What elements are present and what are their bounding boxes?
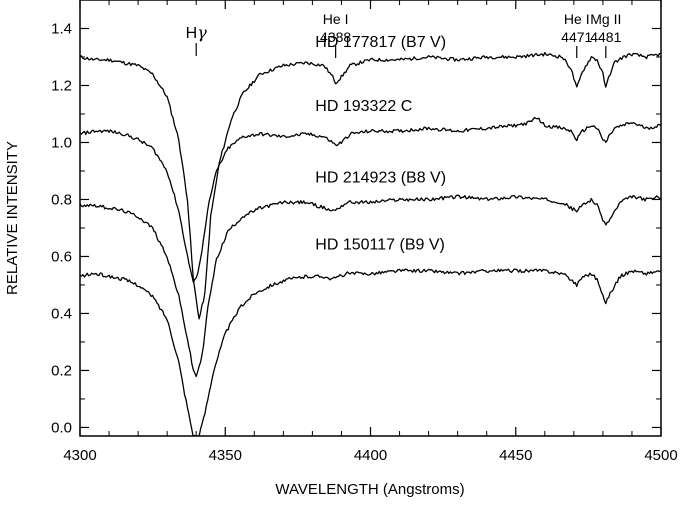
x-tick-label: 4400 [354, 447, 387, 464]
series-label: HD 177817 (B7 V) [315, 34, 446, 51]
y-tick-label: 0.4 [51, 305, 72, 322]
x-tick-label: 4500 [644, 447, 677, 464]
line-marker-wavelength: 4388 [320, 29, 351, 45]
x-tick-label: 4300 [63, 447, 96, 464]
line-marker-label: He I [323, 11, 349, 27]
y-axis-title: RELATIVE INTENSITY [4, 141, 21, 295]
y-tick-label: 0.0 [51, 419, 72, 436]
tick-layer: 4300 4350 4400 4450 4500 0.0 0.2 0.4 0.6 0.8 1.0 1.… [51, 0, 678, 464]
y-tick-label: 1.2 [51, 77, 72, 94]
line-marker-layer: Hγ He I 4388 He I 4471 Mg II 4481 [186, 11, 622, 58]
line-marker-greek: γ [197, 23, 207, 42]
y-tick-label: 1.4 [51, 20, 72, 37]
plot-frame [79, 0, 662, 437]
line-marker-label: Mg II [590, 11, 621, 27]
line-marker-wavelength: 4481 [590, 29, 621, 45]
x-tick-label: 4450 [499, 447, 532, 464]
x-tick-label: 4350 [209, 447, 242, 464]
series-layer [80, 51, 661, 436]
line-marker-element: H [186, 25, 198, 42]
series-label: HD 193322 C [315, 98, 412, 115]
series-label: HD 150117 (B9 V) [315, 236, 445, 253]
spectrum-line [80, 116, 661, 283]
line-marker-wavelength: 4471 [561, 29, 592, 45]
spectrum-line [80, 268, 661, 436]
y-tick-label: 0.2 [51, 362, 72, 379]
spectrum-line [80, 51, 661, 320]
series-label-layer: HD 177817 (B7 V) HD 193322 C HD 214923 (B8… [315, 34, 446, 253]
line-marker-label: He I [564, 11, 590, 27]
y-tick-label: 0.6 [51, 248, 72, 265]
x-axis-title: WAVELENGTH (Angstroms) [275, 481, 464, 498]
series-label: HD 214923 (B8 V) [315, 169, 446, 186]
y-tick-label: 0.8 [51, 191, 72, 208]
spectrum-line [80, 194, 661, 378]
y-tick-label: 1.0 [51, 134, 72, 151]
line-marker-label: Hγ [186, 23, 208, 42]
